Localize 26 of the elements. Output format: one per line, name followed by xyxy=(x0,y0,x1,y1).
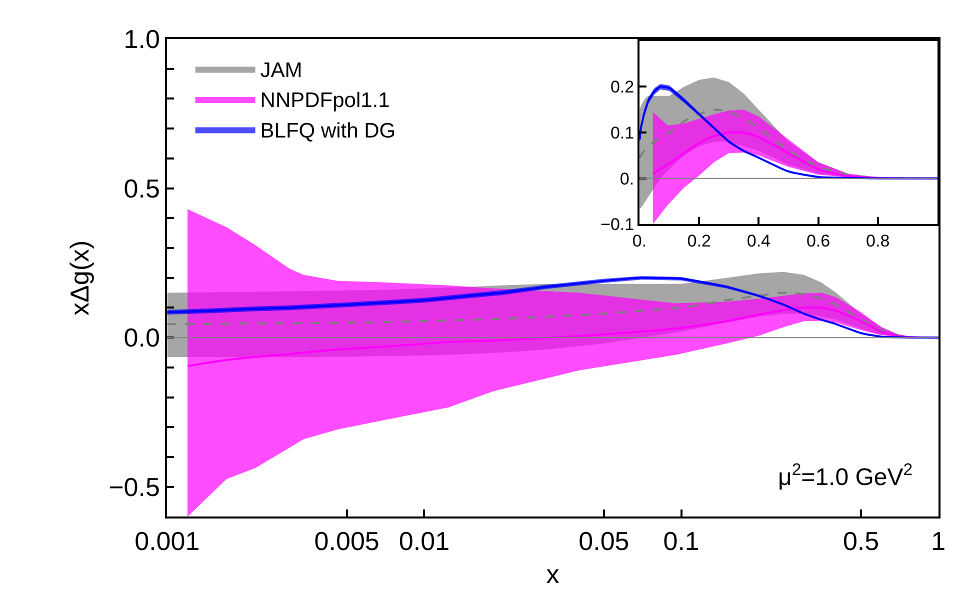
y-tick-label: 0.2 xyxy=(610,78,634,97)
x-tick-label: 0. xyxy=(632,232,647,251)
y-tick-label: 0.5 xyxy=(124,173,160,204)
y-tick-label: −0.1 xyxy=(600,215,634,234)
x-tick-label: 0.5 xyxy=(842,526,880,556)
x-tick-label: 1 xyxy=(931,526,946,556)
y-axis-title: xΔg(x) xyxy=(64,240,95,316)
y-tick-label: 0.1 xyxy=(610,123,634,142)
y-tick-label: 0. xyxy=(620,169,634,188)
x-tick-label: 0.001 xyxy=(134,526,200,556)
annotation: μ$^{2}$=1.0 GeV$^{2}$ xyxy=(778,460,913,492)
y-tick-label: 1.0 xyxy=(124,24,160,54)
x-tick-label: 0.05 xyxy=(578,526,630,556)
legend-label: BLFQ with DG xyxy=(260,119,396,142)
x-tick-label: 0.8 xyxy=(866,232,890,251)
legend-label: JAM xyxy=(260,58,302,82)
x-tick-label: 0.1 xyxy=(663,526,700,556)
x-tick-label: 0.2 xyxy=(687,232,711,251)
legend-label: NNPDFpol1.1 xyxy=(260,89,390,112)
y-tick-label: −0.5 xyxy=(108,472,160,502)
x-tick-label: 0.6 xyxy=(806,232,830,251)
x-axis-title: x xyxy=(546,559,560,590)
x-tick-label: 0.4 xyxy=(746,232,770,251)
x-tick-label: 0.01 xyxy=(398,526,450,556)
x-tick-label: 0.005 xyxy=(314,526,380,556)
y-tick-label: 0.0 xyxy=(124,322,160,353)
